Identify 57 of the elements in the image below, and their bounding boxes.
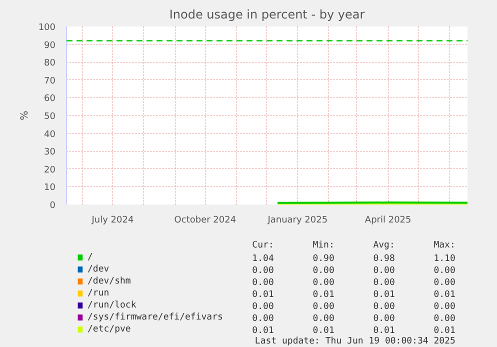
text: 0.00 [373, 302, 395, 312]
x-tick-label: July 2024 [90, 216, 134, 226]
text: 0.01 [434, 326, 456, 336]
text: 0.00 [373, 266, 395, 276]
text: 0.01 [434, 290, 456, 300]
text: Max: [434, 240, 456, 250]
text: 0.00 [252, 302, 274, 312]
y-tick-label: 40 [44, 130, 56, 140]
text: Avg: [373, 240, 395, 250]
legend-label: /dev [87, 264, 110, 274]
text: 0.00 [373, 314, 395, 324]
x-tick-label: January 2025 [266, 216, 328, 226]
y-tick-label: 0 [50, 201, 56, 211]
text: Cur: [252, 240, 274, 250]
y-tick-label: 70 [44, 76, 56, 86]
y-tick-label: 30 [44, 148, 56, 158]
text: 0.01 [312, 290, 334, 300]
text: 0.00 [252, 266, 274, 276]
text: 0.00 [434, 302, 456, 312]
text: 0.00 [373, 278, 395, 288]
text: 0.00 [434, 266, 456, 276]
text: Min: [312, 240, 334, 250]
legend-label: /dev/shm [87, 276, 131, 286]
text: Last update: Thu Jun 19 00:00:34 2025 [254, 336, 456, 346]
legend-label: /etc/pve [87, 324, 131, 334]
y-tick-label: 100 [38, 23, 56, 33]
text: 0.00 [312, 314, 334, 324]
text: 1.10 [434, 254, 456, 264]
legend-label: /sys/firmware/efi/efivars [87, 312, 223, 322]
x-tick-label: April 2025 [364, 216, 412, 226]
text: 0.01 [373, 326, 395, 336]
y-tick-label: 60 [44, 94, 56, 104]
text: 0.00 [252, 314, 274, 324]
y-tick-label: 20 [44, 165, 56, 176]
text: 0.01 [373, 290, 395, 300]
text: 0.98 [373, 254, 395, 264]
text: 0.00 [434, 314, 456, 324]
y-tick-label: 10 [44, 183, 56, 194]
chart-title: Inode usage in percent - by year [169, 8, 365, 22]
text: 0.00 [252, 278, 274, 288]
text: 0.00 [312, 278, 334, 288]
text: 0.00 [434, 278, 456, 288]
x-tick-label: October 2024 [174, 216, 236, 226]
legend-label: / [87, 252, 93, 262]
y-tick-label: 80 [44, 58, 56, 69]
text: 0.01 [252, 290, 274, 300]
text: 0.01 [252, 326, 274, 336]
y-axis-title: % [19, 110, 30, 120]
y-tick-label: 50 [44, 112, 56, 122]
legend-label: /run/lock [87, 300, 137, 310]
legend-label: /run [87, 288, 110, 298]
text: 0.00 [312, 302, 334, 312]
text: 1.04 [252, 254, 274, 264]
text: 0.01 [312, 326, 334, 336]
y-tick-label: 90 [44, 40, 56, 51]
text: 0.90 [312, 254, 334, 264]
text: 0.00 [312, 266, 334, 276]
